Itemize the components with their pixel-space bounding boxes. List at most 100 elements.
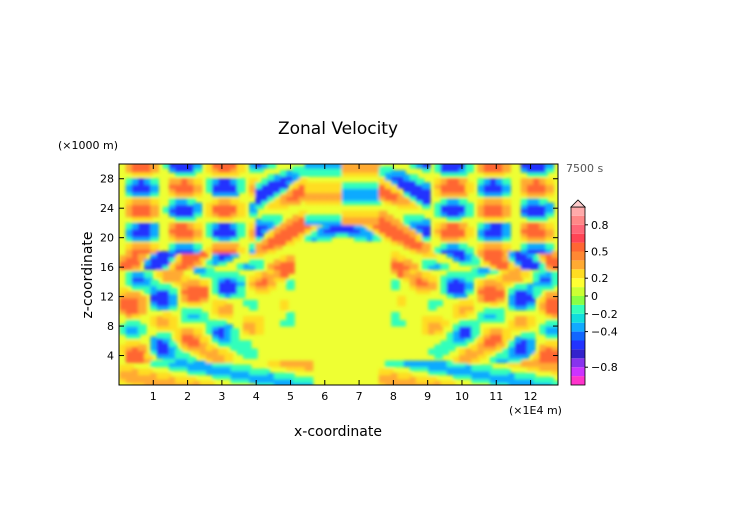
contour-cell bbox=[551, 279, 558, 287]
contour-cell bbox=[452, 186, 462, 193]
contour-cell bbox=[434, 380, 443, 385]
contour-cell bbox=[236, 226, 246, 234]
x-tick-label: 9 bbox=[424, 390, 431, 403]
contour-cell bbox=[119, 299, 129, 307]
contour-cell bbox=[249, 372, 258, 380]
colorbar-swatch bbox=[571, 304, 585, 314]
contour-cell bbox=[545, 210, 555, 218]
contour-cell bbox=[409, 267, 419, 274]
contour-cell bbox=[156, 316, 166, 323]
contour-cell bbox=[131, 190, 141, 197]
contour-cell bbox=[477, 182, 487, 189]
contour-cell bbox=[156, 372, 166, 380]
contour-cell bbox=[496, 182, 505, 189]
contour-cell bbox=[267, 239, 277, 246]
contour-cell bbox=[317, 170, 326, 177]
contour-cell bbox=[452, 170, 462, 177]
colorbar-swatch bbox=[571, 251, 585, 261]
contour-cell bbox=[446, 170, 456, 177]
contour-cell bbox=[434, 182, 443, 189]
contour-cell bbox=[236, 340, 246, 347]
contour-cell bbox=[539, 206, 548, 214]
contour-cell bbox=[465, 202, 474, 210]
contour-cell bbox=[520, 295, 530, 303]
contour-cell bbox=[230, 283, 240, 291]
contour-cell bbox=[465, 336, 474, 343]
contour-cell bbox=[168, 190, 178, 197]
contour-cell bbox=[261, 198, 271, 206]
contour-cell bbox=[205, 202, 215, 210]
contour-cell bbox=[496, 251, 505, 258]
contour-cell bbox=[119, 376, 129, 384]
contour-cell bbox=[489, 226, 499, 234]
contour-cell bbox=[138, 356, 147, 364]
contour-cell bbox=[446, 210, 456, 218]
contour-cell bbox=[459, 324, 468, 331]
contour-cell bbox=[131, 356, 141, 364]
contour-cell bbox=[452, 202, 462, 210]
contour-cell bbox=[483, 214, 493, 222]
contour-cell bbox=[292, 376, 301, 384]
contour-cell bbox=[539, 190, 548, 197]
contour-cell bbox=[539, 328, 548, 335]
contour-cell bbox=[526, 295, 536, 303]
contour-cell bbox=[224, 368, 234, 376]
contour-cell bbox=[422, 271, 431, 278]
contour-cell bbox=[477, 202, 487, 210]
contour-cell bbox=[242, 340, 252, 347]
contour-cell bbox=[156, 263, 166, 270]
contour-cell bbox=[138, 328, 147, 335]
contour-cell bbox=[551, 324, 558, 331]
contour-cell bbox=[391, 174, 400, 181]
contour-cell bbox=[446, 283, 456, 291]
contour-cell bbox=[502, 226, 511, 234]
contour-cell bbox=[150, 231, 159, 238]
contour-cell bbox=[175, 178, 184, 185]
contour-cell bbox=[440, 190, 450, 197]
contour-cell bbox=[317, 190, 326, 197]
contour-cell bbox=[533, 206, 542, 214]
contour-cell bbox=[156, 271, 166, 278]
contour-cell bbox=[409, 182, 419, 189]
contour-cell bbox=[249, 190, 258, 197]
contour-cell bbox=[224, 372, 234, 380]
contour-cell bbox=[508, 275, 518, 283]
contour-cell bbox=[508, 320, 518, 327]
contour-cell bbox=[533, 376, 542, 384]
contour-cell bbox=[545, 348, 555, 355]
contour-cell bbox=[477, 164, 487, 169]
contour-cell bbox=[218, 243, 227, 250]
contour-cell bbox=[255, 166, 264, 173]
contour-cell bbox=[310, 164, 320, 169]
contour-cell bbox=[422, 279, 431, 287]
contour-cell bbox=[255, 226, 264, 234]
contour-cell bbox=[212, 336, 221, 343]
contour-cell bbox=[212, 287, 221, 295]
contour-cell bbox=[347, 164, 357, 169]
contour-cell bbox=[526, 348, 536, 355]
contour-cell bbox=[273, 214, 283, 222]
contour-cell bbox=[175, 259, 184, 266]
contour-cell bbox=[144, 210, 153, 218]
contour-cell bbox=[452, 271, 462, 278]
contour-cell bbox=[526, 251, 536, 258]
contour-cell bbox=[533, 259, 542, 266]
contour-cell bbox=[255, 164, 264, 169]
contour-cell bbox=[452, 364, 462, 372]
contour-cell bbox=[181, 186, 190, 193]
contour-cell bbox=[150, 340, 159, 347]
contour-cell bbox=[168, 198, 178, 206]
contour-cell bbox=[162, 251, 172, 258]
colorbar-swatch bbox=[571, 269, 585, 279]
contour-cell bbox=[230, 231, 240, 238]
contour-cell bbox=[533, 178, 542, 185]
contour-cell bbox=[446, 182, 456, 189]
contour-cell bbox=[175, 235, 184, 242]
contour-cell bbox=[162, 287, 172, 295]
contour-cell bbox=[551, 255, 558, 262]
contour-cell bbox=[465, 206, 474, 214]
contour-cell bbox=[415, 247, 425, 254]
contour-cell bbox=[539, 307, 548, 315]
contour-cell bbox=[273, 243, 283, 250]
contour-cell bbox=[539, 263, 548, 270]
